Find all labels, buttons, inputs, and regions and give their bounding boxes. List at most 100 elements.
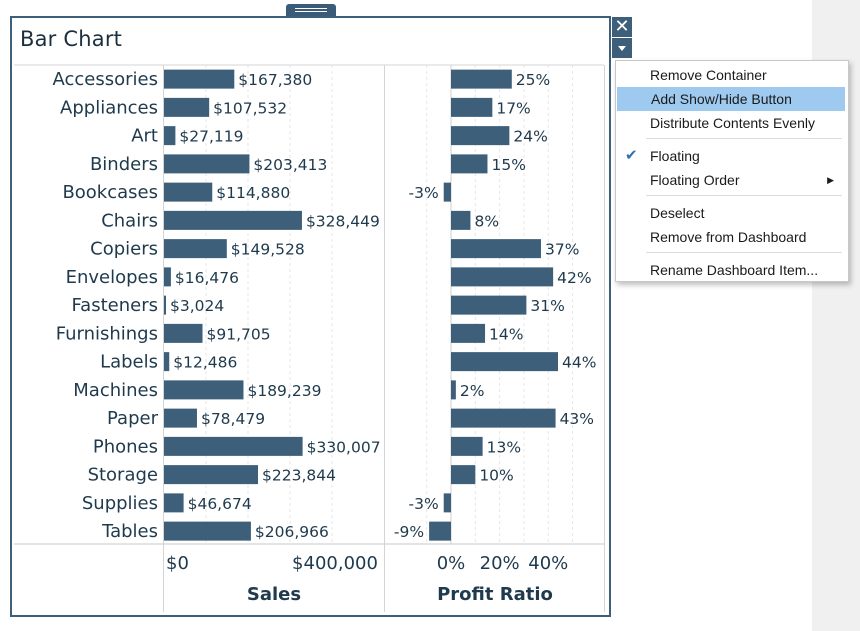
profit-bar: [451, 126, 510, 146]
sales-bar: [164, 126, 176, 146]
profit-data-label: -3%: [409, 495, 439, 513]
profit-bar: [451, 465, 476, 485]
sales-data-label: $206,966: [255, 523, 329, 541]
profit-axis-tick: 40%: [528, 553, 568, 574]
sales-bar: [164, 210, 302, 230]
sales-bar: [164, 521, 251, 541]
sales-bar: [164, 323, 203, 343]
profit-bar: [451, 97, 493, 117]
profit-bar: [451, 154, 488, 174]
category-label: Art: [131, 126, 158, 147]
floating-container[interactable]: Bar Chart: [10, 16, 611, 617]
profit-bar: [451, 408, 556, 428]
category-label: Envelopes: [66, 267, 158, 288]
profit-bar: [451, 239, 541, 259]
category-label: Chairs: [101, 210, 158, 231]
sales-data-label: $167,380: [238, 71, 312, 89]
sales-bar: [164, 69, 235, 89]
profit-bar: [451, 295, 527, 315]
chevron-down-icon[interactable]: [612, 38, 632, 58]
sales-data-label: $91,705: [207, 325, 271, 343]
submenu-arrow-icon: ▶: [827, 175, 834, 185]
menu-item-distribute-contents-evenly[interactable]: Distribute Contents Evenly: [616, 111, 844, 135]
sales-data-label: $223,844: [262, 467, 336, 485]
sales-data-label: $16,476: [175, 269, 239, 287]
profit-data-label: 17%: [496, 99, 530, 117]
profit-data-label: 43%: [560, 410, 594, 428]
sales-data-label: $3,024: [170, 297, 224, 315]
sales-bar: [164, 239, 227, 259]
profit-bar: [451, 352, 558, 372]
profit-data-label: 24%: [513, 128, 547, 146]
menu-item-label: Deselect: [650, 205, 705, 221]
category-label: Fasteners: [71, 295, 158, 316]
category-label: Bookcases: [62, 182, 158, 203]
sales-data-label: $12,486: [173, 354, 237, 372]
category-label: Binders: [90, 154, 158, 175]
profit-axis-title: Profit Ratio: [437, 584, 553, 605]
menu-item-label: Add Show/Hide Button: [651, 91, 792, 107]
menu-item-label: Floating: [650, 148, 700, 164]
menu-item-add-show-hide-button[interactable]: Add Show/Hide Button: [617, 87, 845, 111]
profit-data-label: 13%: [487, 438, 521, 456]
close-icon[interactable]: ✕: [612, 17, 632, 37]
menu-item-remove-container[interactable]: Remove Container: [616, 63, 844, 87]
category-label: Storage: [88, 465, 158, 486]
category-label: Copiers: [90, 239, 158, 260]
profit-data-label: 15%: [491, 156, 525, 174]
profit-bar: [429, 521, 451, 541]
profit-bar: [451, 436, 483, 456]
category-label: Furnishings: [56, 323, 158, 344]
profit-data-label: -3%: [409, 184, 439, 202]
profit-bar: [443, 182, 451, 202]
sales-data-label: $107,532: [213, 99, 287, 117]
profit-data-label: 42%: [557, 269, 591, 287]
sales-data-label: $78,479: [201, 410, 265, 428]
menu-item-label: Distribute Contents Evenly: [650, 115, 815, 131]
sales-bar: [164, 408, 197, 428]
menu-separator: [646, 252, 842, 253]
sales-axis-tick: $400,000: [292, 553, 378, 574]
sales-axis-title: Sales: [247, 584, 301, 605]
category-label: Tables: [101, 521, 158, 542]
menu-item-rename-dashboard-item[interactable]: Rename Dashboard Item...: [616, 258, 844, 282]
menu-item-label: Remove from Dashboard: [650, 229, 807, 245]
profit-axis-tick: 20%: [480, 553, 520, 574]
sales-data-label: $203,413: [253, 156, 327, 174]
profit-data-label: 25%: [516, 71, 550, 89]
menu-item-deselect[interactable]: Deselect: [616, 201, 844, 225]
sales-bar: [164, 97, 210, 117]
drag-handle[interactable]: [286, 4, 336, 18]
profit-axis-tick: 0%: [437, 553, 466, 574]
menu-separator: [646, 138, 842, 139]
menu-item-label: Remove Container: [650, 67, 767, 83]
profit-data-label: 37%: [545, 241, 579, 259]
profit-data-label: 14%: [489, 325, 523, 343]
sales-bar: [164, 267, 171, 287]
sales-bar: [164, 493, 184, 513]
sales-bar: [164, 465, 259, 485]
menu-item-remove-from-dashboard[interactable]: Remove from Dashboard: [616, 225, 844, 249]
category-label: Machines: [73, 380, 158, 401]
sales-bar: [164, 380, 244, 400]
profit-data-label: 10%: [479, 467, 513, 485]
profit-data-label: 8%: [474, 212, 499, 230]
category-label: Labels: [100, 352, 158, 373]
sales-bar: [164, 154, 250, 174]
menu-item-label: Floating Order: [650, 172, 740, 188]
sales-data-label: $189,239: [247, 382, 321, 400]
sales-bar: [164, 352, 170, 372]
profit-bar: [451, 267, 554, 287]
profit-bar: [451, 380, 456, 400]
menu-item-label: Rename Dashboard Item...: [650, 262, 819, 278]
menu-item-floating[interactable]: ✔ Floating: [616, 144, 844, 168]
menu-item-floating-order[interactable]: Floating Order ▶: [616, 168, 844, 192]
profit-data-label: 31%: [530, 297, 564, 315]
sales-axis-tick: $0: [166, 553, 189, 574]
sales-data-label: $46,674: [188, 495, 252, 513]
profit-data-label: 2%: [460, 382, 485, 400]
profit-bar: [443, 493, 451, 513]
profit-data-label: 44%: [562, 354, 596, 372]
profit-bar: [451, 69, 512, 89]
